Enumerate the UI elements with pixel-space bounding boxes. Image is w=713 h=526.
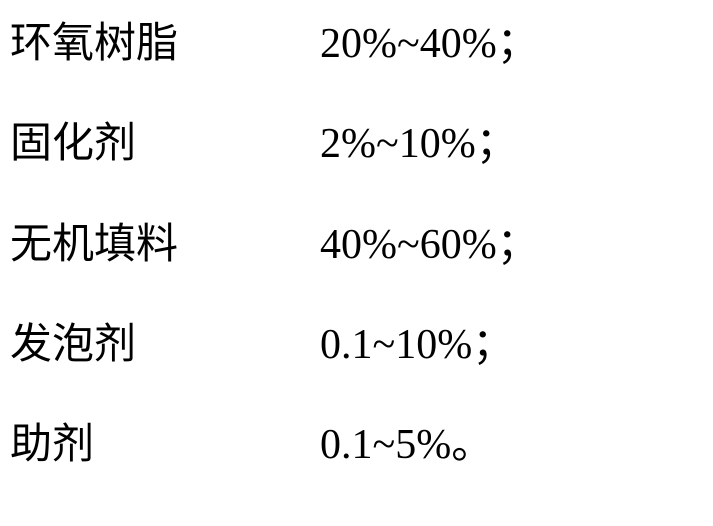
table-row: 无机填料 40%~60%； — [10, 221, 693, 269]
table-row: 固化剂 2%~10%； — [10, 120, 693, 168]
table-row: 发泡剂 0.1~10%； — [10, 321, 693, 369]
table-row: 助剂 0.1~5%。 — [10, 421, 693, 469]
ingredient-label: 发泡剂 — [10, 321, 320, 369]
composition-list: 环氧树脂 20%~40%； 固化剂 2%~10%； 无机填料 40%~60%； … — [0, 0, 713, 489]
ingredient-value: 40%~60%； — [320, 221, 539, 269]
ingredient-value: 2%~10%； — [320, 120, 518, 168]
ingredient-label: 固化剂 — [10, 120, 320, 168]
table-row: 环氧树脂 20%~40%； — [10, 20, 693, 68]
ingredient-label: 无机填料 — [10, 221, 320, 269]
ingredient-value: 20%~40%； — [320, 20, 539, 68]
ingredient-label: 环氧树脂 — [10, 20, 320, 68]
ingredient-label: 助剂 — [10, 421, 320, 469]
ingredient-value: 0.1~10%； — [320, 321, 514, 369]
ingredient-value: 0.1~5%。 — [320, 421, 493, 469]
